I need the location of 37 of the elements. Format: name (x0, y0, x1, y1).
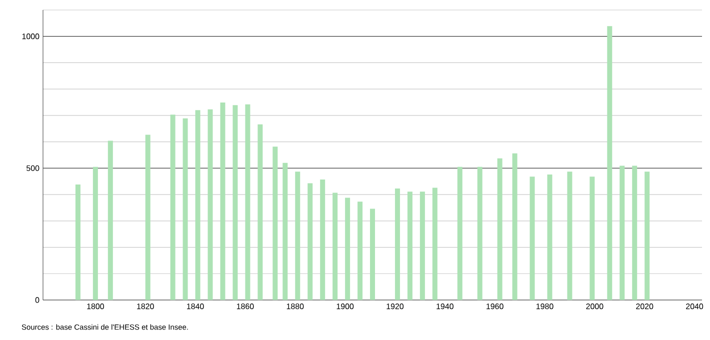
bar (245, 104, 250, 300)
bar (530, 176, 535, 300)
bar (320, 180, 326, 300)
bar (632, 166, 638, 300)
bar (497, 158, 502, 300)
bar (644, 172, 650, 300)
bar (512, 153, 518, 300)
bar (220, 102, 226, 300)
bar (432, 188, 438, 300)
bar (145, 134, 150, 300)
bar (92, 166, 98, 300)
bar (477, 166, 482, 300)
bar (308, 183, 313, 300)
bar (195, 110, 200, 300)
bar (420, 192, 425, 300)
bar (182, 118, 188, 300)
bar (75, 184, 80, 300)
bar (407, 192, 412, 300)
bar (258, 124, 263, 300)
bar (108, 140, 113, 300)
bar (457, 166, 462, 300)
bar (394, 188, 400, 300)
bar (232, 105, 238, 300)
bar (332, 192, 338, 300)
bar (620, 166, 625, 300)
bar (170, 114, 176, 300)
bar (370, 208, 376, 300)
bar (282, 162, 288, 300)
bar (208, 109, 213, 300)
bar (607, 26, 612, 300)
bar (272, 146, 278, 300)
bar (358, 202, 363, 300)
bar (295, 172, 300, 300)
bar (345, 198, 350, 300)
bar (567, 172, 572, 300)
bar (590, 176, 595, 300)
bar (547, 174, 552, 300)
